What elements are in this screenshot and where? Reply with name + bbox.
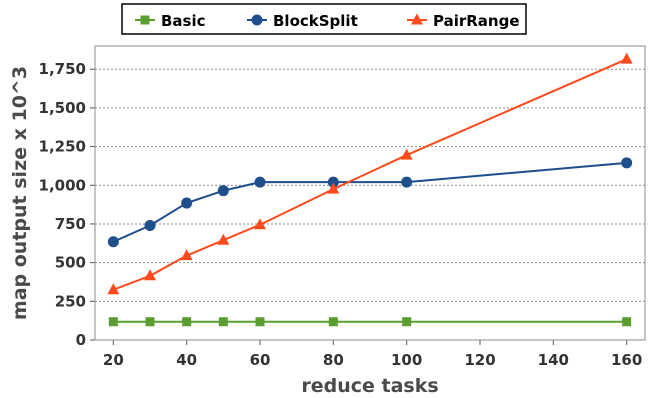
data-point-pairrange [107, 283, 120, 295]
data-point-basic [145, 317, 155, 327]
y-tick-label: 750 [55, 215, 86, 233]
data-point-basic [108, 317, 118, 327]
legend: Basic BlockSplit PairRange [121, 3, 527, 35]
legend-marker-blocksplit [251, 14, 263, 26]
y-tick-label: 1,250 [39, 138, 86, 156]
plot-frame [94, 45, 646, 341]
data-point-blocksplit [327, 176, 339, 188]
x-tick-label: 140 [538, 351, 569, 369]
data-point-pairrange [217, 233, 230, 245]
data-point-blocksplit [144, 219, 156, 231]
data-point-basic [182, 317, 192, 327]
data-point-basic [255, 317, 265, 327]
data-point-pairrange [254, 218, 266, 230]
legend-marker-basic [140, 15, 150, 25]
data-point-blocksplit [217, 185, 229, 197]
data-point-blocksplit [621, 157, 633, 169]
x-tick-label: 60 [250, 351, 271, 369]
data-point-basic [218, 317, 228, 327]
data-point-pairrange [400, 148, 413, 160]
y-tick-label: 0 [76, 331, 86, 349]
data-point-pairrange [144, 269, 156, 281]
y-tick-label: 1,750 [39, 60, 86, 78]
legend-box [121, 3, 527, 35]
data-point-blocksplit [181, 197, 193, 209]
data-point-pairrange [327, 182, 340, 194]
x-tick-label: 40 [176, 351, 197, 369]
legend-label-blocksplit: BlockSplit [273, 12, 358, 30]
x-tick-label: 100 [391, 351, 422, 369]
data-point-pairrange [620, 52, 633, 64]
data-point-blocksplit [254, 176, 266, 188]
plot-area [95, 52, 645, 327]
data-point-blocksplit [107, 236, 119, 248]
data-point-pairrange [180, 249, 193, 261]
legend-marker-pairrange [411, 13, 423, 25]
x-tick-label: 160 [611, 351, 642, 369]
x-tick-label: 80 [323, 351, 344, 369]
legend-label-pairrange: PairRange [433, 12, 520, 30]
series-line-blocksplit [112, 161, 627, 243]
y-tick-label: 1,000 [39, 176, 86, 194]
data-point-blocksplit [401, 176, 413, 188]
x-tick-label: 20 [103, 351, 124, 369]
y-tick-label: 500 [55, 254, 86, 272]
axes: 0 250 500 750 1,000 1,250 1,500 1,750 20 40 60 80 10… [39, 45, 646, 369]
data-point-basic [328, 317, 338, 327]
x-axis-title: reduce tasks [301, 375, 438, 397]
data-point-basic [622, 317, 632, 327]
y-axis-title: map output size x 10^3 [9, 66, 31, 320]
data-point-basic [402, 317, 412, 327]
y-tick-label: 250 [55, 292, 86, 310]
series-line-pairrange [112, 58, 628, 291]
x-tick-label: 120 [464, 351, 495, 369]
legend-label-basic: Basic [161, 12, 206, 30]
y-tick-label: 1,500 [39, 99, 86, 117]
